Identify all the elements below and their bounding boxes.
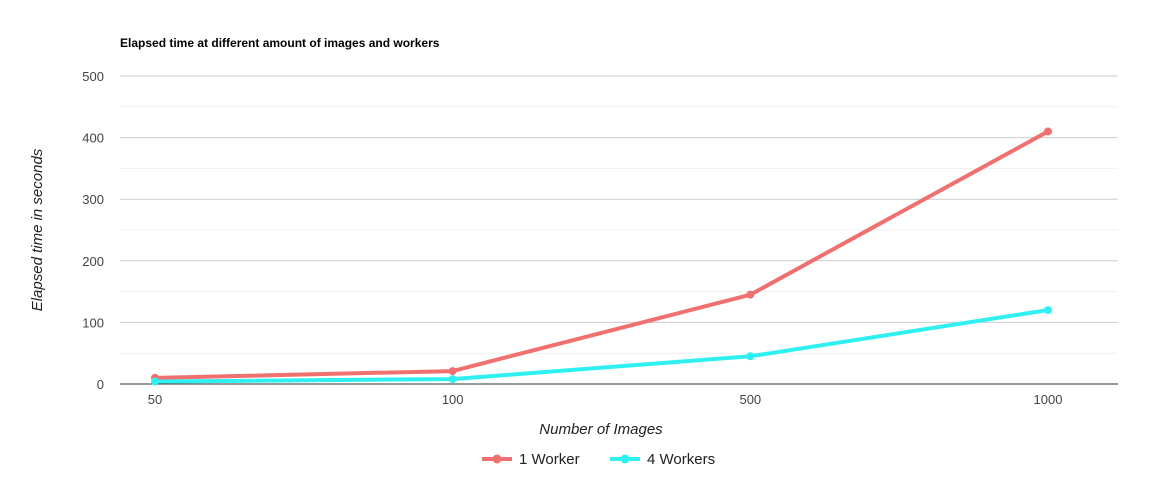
y-tick-label: 400 <box>82 131 104 146</box>
series-2 <box>151 306 1052 386</box>
data-point[interactable] <box>448 375 457 384</box>
data-point[interactable] <box>746 290 755 299</box>
x-tick-label: 50 <box>148 392 162 407</box>
data-point[interactable] <box>1044 127 1052 136</box>
series-layer <box>151 127 1052 386</box>
x-tick-label: 100 <box>442 392 464 407</box>
y-tick-label: 200 <box>82 254 104 269</box>
legend-label: 1 Worker <box>519 451 580 468</box>
legend-item[interactable]: 1 Worker <box>482 451 580 468</box>
legend-point-swatch <box>620 454 630 464</box>
minor-gridlines <box>120 106 1118 354</box>
x-axis-tick-labels: 50 100 500 1000 <box>148 392 1063 407</box>
data-point[interactable] <box>151 377 159 386</box>
legend-label: 4 Workers <box>647 451 715 468</box>
y-tick-label: 100 <box>82 315 104 330</box>
y-axis-tick-labels: 0 100 200 300 400 500 <box>82 69 104 392</box>
series-1 <box>151 127 1052 382</box>
data-point[interactable] <box>746 352 755 361</box>
legend[interactable]: 1 Worker 4 Workers <box>482 451 715 468</box>
legend-point-swatch <box>492 454 502 464</box>
y-tick-label: 300 <box>82 192 104 207</box>
y-tick-label: 0 <box>97 377 104 392</box>
series-line <box>153 129 1050 380</box>
data-point[interactable] <box>448 367 457 376</box>
series-line <box>153 308 1050 384</box>
legend-item[interactable]: 4 Workers <box>610 451 715 468</box>
y-tick-label: 500 <box>82 69 104 84</box>
data-point[interactable] <box>1044 306 1052 315</box>
major-gridlines <box>120 75 1118 323</box>
chart-title: Elapsed time at different amount of imag… <box>120 36 440 50</box>
x-axis-title: Number of Images <box>539 421 663 438</box>
x-tick-label: 500 <box>739 392 761 407</box>
x-tick-label: 1000 <box>1034 392 1063 407</box>
y-axis-title: Elapsed time in seconds <box>29 148 46 311</box>
